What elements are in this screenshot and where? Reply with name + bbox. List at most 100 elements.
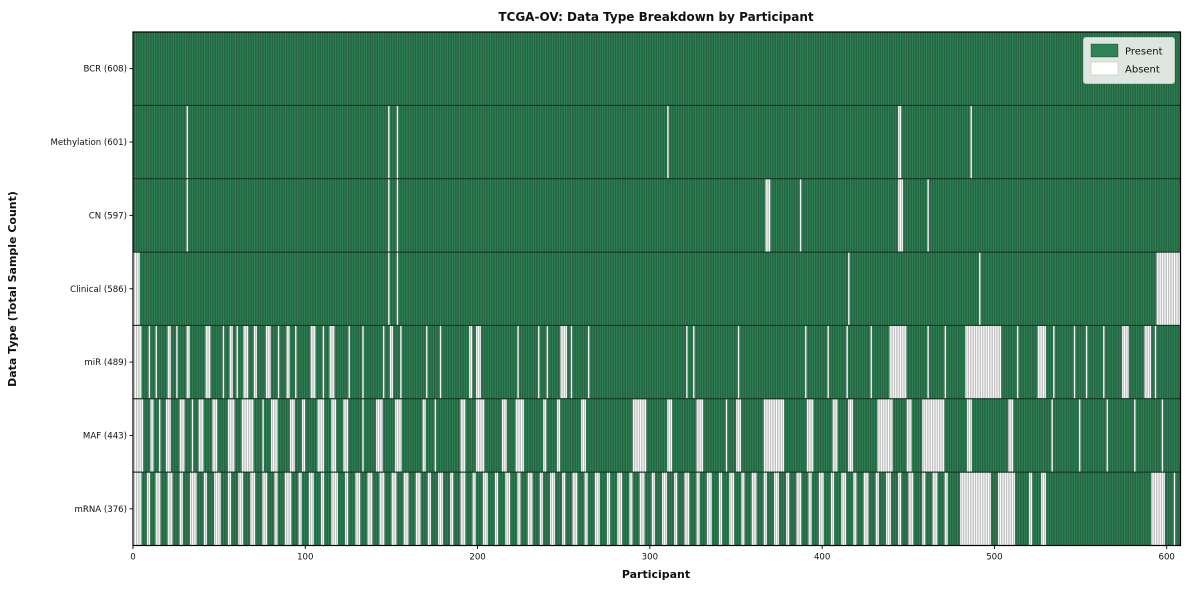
absent-bar [1173,472,1176,545]
absent-bar [158,399,161,472]
absent-bar [847,399,854,472]
absent-bar [970,105,973,179]
absent-bar [179,399,185,472]
x-tick-label: 300 [642,553,658,563]
absent-bar [959,472,991,545]
absent-bar [847,252,850,325]
absent-bar [927,179,929,252]
plot-area [132,31,1182,547]
absent-bar [475,325,482,399]
absent-bar [212,399,218,472]
absent-bar [505,472,511,545]
absent-bar [343,399,349,472]
absent-bar [517,472,521,545]
absent-bar [639,472,645,545]
absent-bar [262,399,264,472]
legend-swatch-present [1090,43,1119,58]
absent-bar [186,179,189,252]
absent-bar [818,472,824,545]
absent-bar [1121,325,1129,399]
absent-bar [236,325,239,399]
absent-bar [785,472,790,545]
absent-bar [853,472,857,545]
absent-bar [944,472,948,545]
absent-bar [736,399,742,472]
absent-bar [1073,325,1076,399]
absent-bar [396,105,399,179]
absent-bar [460,399,466,472]
absent-bar [482,472,488,545]
absent-bar [1156,252,1181,325]
absent-bar [667,105,669,179]
absent-bar [1085,325,1088,399]
absent-bar [572,472,578,545]
absent-bar [437,472,444,545]
absent-bar [696,399,704,472]
absent-bar [133,399,144,472]
absent-bar [651,472,656,545]
absent-bar [375,399,383,472]
absent-bar [284,472,292,545]
absent-bar [439,325,442,399]
absent-bar [1078,399,1081,472]
absent-bar [965,325,1002,399]
absent-bar [400,325,402,399]
absent-bar [1008,399,1014,472]
absent-bar [806,399,814,472]
absent-bar [179,472,183,545]
absent-bar [203,472,208,545]
absent-bar [922,399,945,472]
absent-bar [706,472,712,545]
absent-bar [549,472,556,545]
absent-bar [686,325,688,399]
absent-bar [846,325,848,399]
absent-bar [556,399,561,472]
absent-bar [877,399,893,472]
absent-bar [1144,325,1152,399]
y-tick-label: BCR (608) [83,65,127,75]
absent-bar [944,325,947,399]
absent-bar [546,325,549,399]
legend-label-present: Present [1125,47,1163,58]
absent-bar [298,472,302,545]
absent-bar [148,325,151,399]
y-tick-label: miR (489) [84,358,127,368]
absent-bar [344,472,349,545]
absent-bar [329,325,335,399]
absent-bar [594,472,600,545]
absent-bar [460,472,466,545]
absent-bar [841,472,847,545]
absent-bar [684,472,690,545]
y-tick-label: MAF (443) [83,431,127,441]
absent-bar [308,472,314,545]
absent-bar [277,325,280,399]
absent-bar [475,399,485,472]
absent-bar [229,325,233,399]
x-tick-label: 400 [814,553,830,563]
absent-bar [927,325,929,399]
absent-bar [729,472,735,545]
absent-bar [922,472,926,545]
absent-bar [863,472,869,545]
absent-bar [932,472,938,545]
absent-bar [227,472,232,545]
absent-bar [176,325,178,399]
absent-bar [186,325,190,399]
x-tick-label: 500 [986,553,1002,563]
absent-bar [1154,325,1157,399]
absent-bar [584,472,588,545]
chart-title: TCGA-OV: Data Type Breakdown by Particip… [498,10,814,24]
x-tick-label: 600 [1159,553,1175,563]
absent-bar [310,325,316,399]
absent-bar [543,399,547,472]
x-tick-label: 100 [297,553,313,563]
absent-bar [331,472,339,545]
absent-bar [763,399,785,472]
absent-bar [517,325,519,399]
absent-bar [501,399,507,472]
absent-bar [561,472,566,545]
absent-bar [1051,399,1054,472]
absent-bar [539,472,544,545]
present-background [133,32,1181,546]
